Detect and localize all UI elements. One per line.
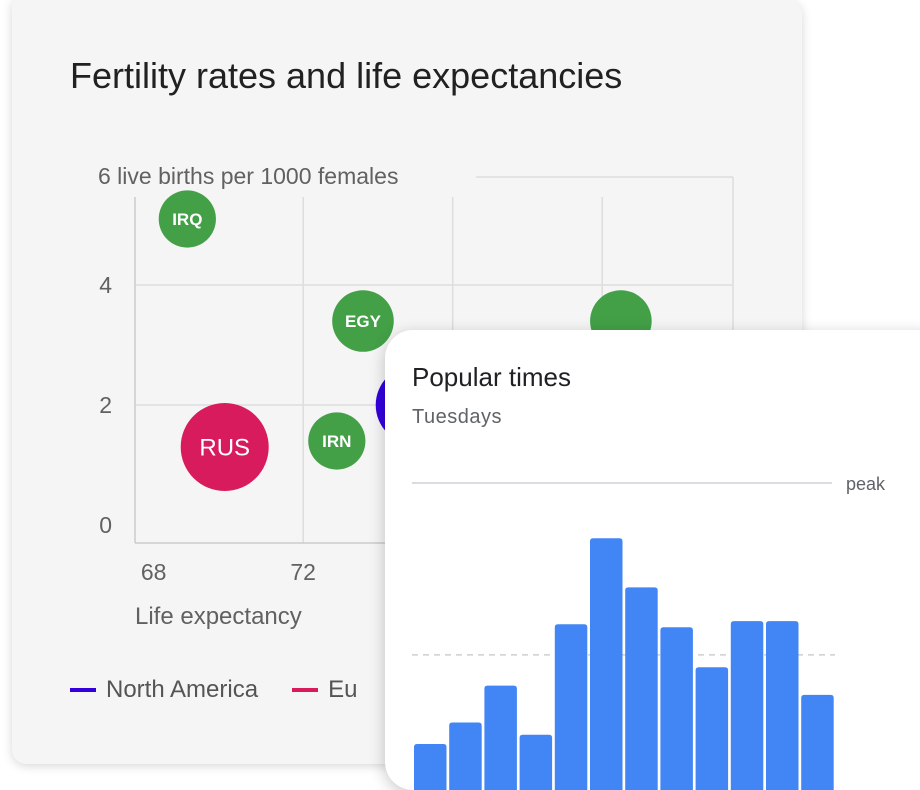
popular-times-title: Popular times [412,362,571,392]
chart-legend: North America Eu [70,676,391,704]
bubble-chart: 6 live births per 1000 females 4 2 0 68 72 Lif… [98,163,734,630]
x-axis-label: Life expectancy [135,603,302,630]
legend-label: Eu [328,676,358,703]
popular-times-card: Popular times Tuesdays peak [385,330,920,790]
bubble-circle [180,403,269,491]
bar [554,624,588,790]
bar [660,627,693,790]
y-tick-label: 0 [99,512,112,538]
bar [519,734,553,790]
bar [449,722,482,790]
y-tick-label: 2 [99,392,112,418]
x-tick-label: 68 [141,559,167,585]
legend-item-europe[interactable]: Eu [292,676,357,704]
popular-times-subtitle: Tuesdays [412,406,502,428]
bubble-label: RUS [199,435,250,462]
bubble-label: EGY [345,312,382,331]
legend-item-north-america[interactable]: North America [70,676,258,704]
bubble-rus: RUS [180,403,269,491]
legend-swatch [292,688,319,692]
bar [730,621,764,790]
bubble-label: IRQ [172,210,202,229]
bubble-irn: IRN [308,412,366,470]
legend-label: North America [106,676,259,703]
popular-times-bar-chart: peak [412,474,886,790]
bar [484,685,517,790]
bar [695,667,729,790]
legend-swatch [70,688,96,692]
bubble-label: IRN [322,432,351,451]
x-tick-label: 72 [290,559,316,585]
y-axis-label: 6 live births per 1000 females [98,163,398,189]
bar [766,621,799,790]
bubble-irq: IRQ [158,190,216,248]
peak-label: peak [846,474,886,494]
bar [625,587,658,790]
chart-title: Fertility rates and life expectancies [70,55,623,96]
bubble-circle [158,190,216,248]
bar [590,538,623,790]
bubble-circle [308,412,366,470]
bubble-egy: EGY [332,290,394,352]
bar [414,743,447,790]
bar [801,694,834,790]
bubble-circle [332,290,394,352]
y-tick-label: 4 [99,272,112,298]
